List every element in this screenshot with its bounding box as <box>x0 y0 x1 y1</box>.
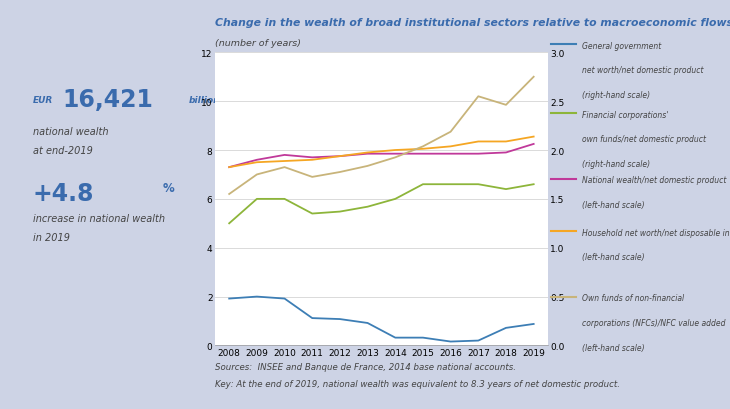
Text: (left-hand scale): (left-hand scale) <box>582 343 644 352</box>
Text: own funds/net domestic product: own funds/net domestic product <box>582 135 706 144</box>
Text: (right-hand scale): (right-hand scale) <box>582 160 650 169</box>
Text: billion: billion <box>188 96 220 105</box>
Text: Change in the wealth of broad institutional sectors relative to macroeconomic fl: Change in the wealth of broad institutio… <box>215 18 730 28</box>
Text: corporations (NFCs)/NFC value added: corporations (NFCs)/NFC value added <box>582 318 725 327</box>
Text: Household net worth/net disposable income: Household net worth/net disposable incom… <box>582 228 730 237</box>
Text: (right-hand scale): (right-hand scale) <box>582 91 650 100</box>
Text: General government: General government <box>582 42 661 51</box>
Text: Sources:  INSEE and Banque de France, 2014 base national accounts.: Sources: INSEE and Banque de France, 201… <box>215 362 516 371</box>
Text: in 2019: in 2019 <box>33 232 70 242</box>
Text: Own funds of non-financial: Own funds of non-financial <box>582 294 684 303</box>
Text: (left-hand scale): (left-hand scale) <box>582 200 644 209</box>
Text: Key: At the end of 2019, national wealth was equivalent to 8.3 years of net dome: Key: At the end of 2019, national wealth… <box>215 380 620 389</box>
Text: +4.8: +4.8 <box>33 182 94 206</box>
Text: (number of years): (number of years) <box>215 39 301 48</box>
Text: net worth/net domestic product: net worth/net domestic product <box>582 66 703 75</box>
Text: %: % <box>163 182 174 195</box>
Text: National wealth/net domestic product: National wealth/net domestic product <box>582 176 726 185</box>
Text: increase in national wealth: increase in national wealth <box>33 214 165 224</box>
Text: 16,421: 16,421 <box>63 88 153 112</box>
Text: (left-hand scale): (left-hand scale) <box>582 253 644 262</box>
Text: EUR: EUR <box>33 96 53 105</box>
Text: Financial corporations': Financial corporations' <box>582 110 668 119</box>
Text: at end-2019: at end-2019 <box>33 145 93 155</box>
Text: national wealth: national wealth <box>33 127 109 137</box>
